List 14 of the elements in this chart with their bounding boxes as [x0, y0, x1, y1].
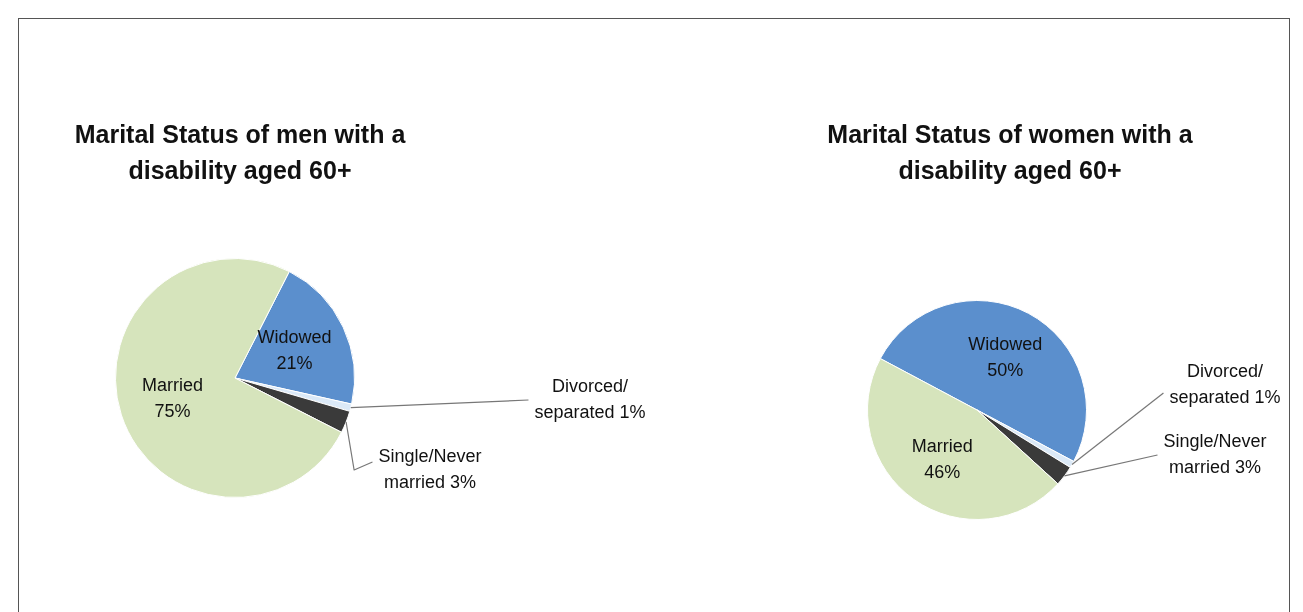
slice-label: Widowed	[257, 326, 332, 347]
slice-label: Divorced/ separated 1%	[1169, 360, 1281, 407]
slice-label: Married	[911, 436, 973, 457]
chart-title: Marital Status of men with a disability aged 60+	[73, 119, 407, 186]
slice-label: Widowed	[968, 333, 1043, 354]
slice-label: Married	[141, 375, 203, 396]
chart-title: Marital Status of women with a disability aged 60+	[826, 119, 1194, 186]
slice-label: Single/Never married 3%	[378, 445, 482, 492]
slice-label: Single/Never married 3%	[1163, 430, 1267, 477]
data-label: 21%	[276, 352, 313, 373]
data-label: 75%	[154, 401, 191, 422]
data-label: 46%	[924, 462, 961, 483]
slice-label: Divorced/ separated 1%	[534, 375, 646, 422]
data-label: 50%	[987, 359, 1024, 380]
